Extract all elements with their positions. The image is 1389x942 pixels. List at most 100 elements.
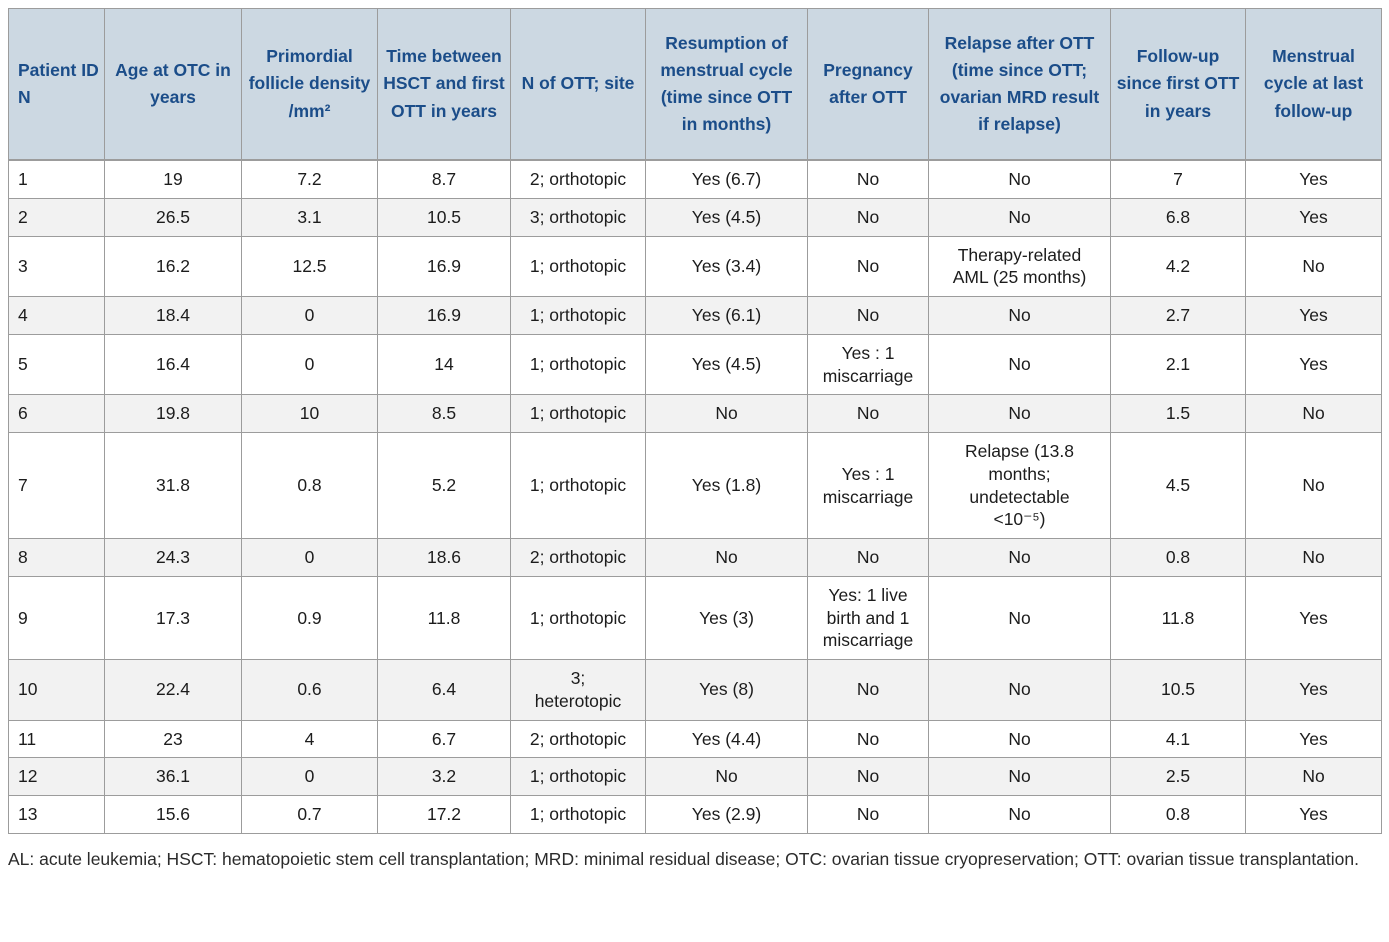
patient-ott-outcomes-table: Patient ID N Age at OTC in years Primordia… (8, 8, 1382, 834)
table-row: 7 31.8 0.8 5.2 1; orthotopic Yes (1.8) Yes : 1… (8, 432, 1382, 539)
table-cell: No (807, 235, 929, 297)
table-cell: 1; orthotopic (510, 235, 646, 297)
table-cell: Yes (4.4) (645, 719, 808, 759)
table-cell: No (807, 795, 929, 834)
table-cell: 4 (8, 296, 105, 335)
table-cell: 1; orthotopic (510, 757, 646, 796)
table-cell: Yes (1.8) (645, 432, 808, 539)
table-cell: 8.5 (377, 394, 511, 433)
table-cell: No (928, 333, 1111, 396)
table-cell: 14 (377, 333, 511, 396)
table-footnote: AL: acute leukemia; HSCT: hematopoietic … (8, 848, 1360, 869)
header-cell-5: Resumption of menstrual cycle (time sinc… (645, 8, 808, 161)
table-cell: No (807, 296, 929, 335)
table-cell: 0 (241, 333, 378, 396)
table-cell: 0 (241, 538, 378, 577)
table-cell: 1; orthotopic (510, 432, 646, 539)
table-cell: 1; orthotopic (510, 394, 646, 433)
table-cell: 8.7 (377, 159, 511, 199)
table-cell: 1; orthotopic (510, 795, 646, 834)
table-cell: 12.5 (241, 235, 378, 297)
table-cell: Yes (4.5) (645, 333, 808, 396)
table-cell: 2.5 (1110, 757, 1246, 796)
table-cell: Relapse (13.8 months; undetectable <10⁻⁵… (928, 432, 1111, 539)
table-cell: No (807, 197, 929, 237)
table-cell: 7.2 (241, 159, 378, 199)
header-cell-6: Pregnancy after OTT (807, 8, 929, 161)
table-cell: Yes (1245, 159, 1382, 199)
table-cell: 10 (8, 659, 105, 721)
table-cell: 3.2 (377, 757, 511, 796)
table-cell: 22.4 (104, 659, 242, 721)
table-cell: 4 (241, 719, 378, 759)
table-cell: 16.4 (104, 333, 242, 396)
table-cell: 6.4 (377, 659, 511, 721)
header-cell-8: Follow-up since first OTT in years (1110, 8, 1246, 161)
table-cell: No (645, 394, 808, 433)
table-cell: 13 (8, 795, 105, 834)
table-cell: 0.8 (1110, 795, 1246, 834)
table-figure: Patient ID N Age at OTC in years Primordia… (8, 8, 1382, 869)
table-cell: 19 (104, 159, 242, 199)
table-cell: 5.2 (377, 432, 511, 539)
table-row: 9 17.3 0.9 11.8 1; orthotopic Yes (3) Yes: 1 l… (8, 575, 1382, 661)
table-cell: 0 (241, 296, 378, 335)
header-cell-2: Primordial follicle density /mm² (241, 8, 378, 161)
table-cell: Yes (1245, 333, 1382, 396)
table-cell: 7 (8, 432, 105, 539)
table-cell: 2; orthotopic (510, 538, 646, 577)
table-cell: 16.2 (104, 235, 242, 297)
table-row: 2 26.5 3.1 10.5 3; orthotopic Yes (4.5) No No 6.… (8, 197, 1382, 237)
table-cell: No (807, 538, 929, 577)
table-cell: 16.9 (377, 296, 511, 335)
table-cell: 31.8 (104, 432, 242, 539)
table-cell: 4.5 (1110, 432, 1246, 539)
table-row: 6 19.8 10 8.5 1; orthotopic No No No 1.5 No (8, 394, 1382, 433)
table-cell: 10.5 (377, 197, 511, 237)
table-cell: 11.8 (377, 575, 511, 661)
header-row: Patient ID N Age at OTC in years Primordia… (8, 8, 1382, 161)
table-cell: No (928, 795, 1111, 834)
table-cell: 17.3 (104, 575, 242, 661)
header-cell-7: Relapse after OTT (time since OTT; ovari… (928, 8, 1111, 161)
table-cell: No (928, 197, 1111, 237)
table-cell: 24.3 (104, 538, 242, 577)
table-cell: 5 (8, 333, 105, 396)
table-cell: No (1245, 235, 1382, 297)
table-row: 4 18.4 0 16.9 1; orthotopic Yes (6.1) No No 2.7 Y… (8, 296, 1382, 335)
table-cell: Yes (1245, 795, 1382, 834)
table-cell: No (807, 757, 929, 796)
table-cell: No (807, 394, 929, 433)
table-cell: No (645, 538, 808, 577)
table-cell: Yes (3.4) (645, 235, 808, 297)
table-cell: 1; orthotopic (510, 575, 646, 661)
table-cell: No (928, 159, 1111, 199)
table-cell: 6.7 (377, 719, 511, 759)
table-cell: No (1245, 538, 1382, 577)
table-cell: 3 (8, 235, 105, 297)
table-cell: 10 (241, 394, 378, 433)
table-cell: Yes (6.7) (645, 159, 808, 199)
table-cell: No (928, 575, 1111, 661)
table-cell: 17.2 (377, 795, 511, 834)
table-cell: Yes (1245, 575, 1382, 661)
table-cell: No (928, 296, 1111, 335)
table-cell: 3.1 (241, 197, 378, 237)
table-cell: No (928, 719, 1111, 759)
table-cell: No (928, 538, 1111, 577)
table-cell: 2.7 (1110, 296, 1246, 335)
table-cell: No (1245, 432, 1382, 539)
table-cell: 0.6 (241, 659, 378, 721)
table-cell: 19.8 (104, 394, 242, 433)
header-cell-0: Patient ID N (8, 8, 105, 161)
table-cell: No (645, 757, 808, 796)
table-cell: 4.1 (1110, 719, 1246, 759)
table-cell: Therapy-related AML (25 months) (928, 235, 1111, 297)
table-cell: Yes (1245, 197, 1382, 237)
table-cell: Yes : 1 miscarriage (807, 333, 929, 396)
header-cell-4: N of OTT; site (510, 8, 646, 161)
table-cell: 4.2 (1110, 235, 1246, 297)
table-cell: 12 (8, 757, 105, 796)
table-cell: 23 (104, 719, 242, 759)
table-cell: Yes: 1 live birth and 1 miscarriage (807, 575, 929, 661)
